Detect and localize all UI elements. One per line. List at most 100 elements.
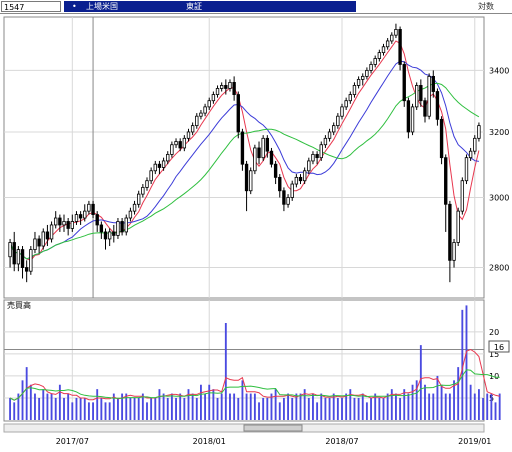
candle-body	[207, 100, 211, 108]
volume-average-lines	[9, 348, 500, 401]
candle-body	[153, 163, 157, 172]
candle-body	[116, 221, 120, 236]
candle-body	[286, 197, 290, 205]
candle-body	[340, 106, 344, 117]
x-tick-label: 2019/01	[458, 437, 491, 446]
candle-body	[195, 115, 199, 127]
candle-body	[107, 231, 112, 240]
candle-body	[149, 170, 153, 182]
candle-body	[269, 150, 274, 165]
candle-body	[62, 221, 66, 226]
price-y-tick-label: 3200	[489, 128, 509, 137]
candle-body	[24, 267, 29, 272]
x-tick-labels: 2017/07 2018/01 2018/07 2019/01	[56, 437, 492, 446]
candle-body	[33, 238, 37, 250]
candle-body	[365, 69, 369, 77]
candle-body	[282, 190, 286, 205]
candle-body	[132, 203, 137, 212]
candle-body	[460, 180, 465, 212]
code-field[interactable]: 1547	[1, 1, 61, 12]
price-y-tick-label: 3400	[489, 66, 509, 75]
issue-name-bar[interactable]: • 上場米国 東証	[64, 1, 356, 12]
candle-body	[410, 106, 415, 133]
candle-body	[66, 221, 70, 229]
candle-body	[58, 217, 62, 226]
candle-body	[352, 85, 357, 95]
candle-body	[294, 176, 299, 185]
candle-body	[348, 94, 352, 102]
candle-body	[435, 91, 440, 120]
candle-body	[278, 176, 282, 192]
market-name: 東証	[186, 2, 202, 11]
candle-body	[273, 163, 278, 178]
candle-body	[128, 210, 133, 219]
candle-body	[166, 154, 170, 162]
candle-body	[390, 34, 394, 42]
candle-body	[356, 78, 361, 86]
candle-body	[423, 100, 427, 117]
candle-body	[228, 82, 232, 89]
x-tick-label: 2018/01	[193, 437, 226, 446]
candle-body	[406, 100, 411, 133]
scale-toggle-button[interactable]: 対数	[478, 2, 494, 11]
candle-body	[232, 82, 236, 95]
volume-y-tick-label: 15	[489, 350, 499, 359]
candle-body	[29, 249, 33, 272]
candle-body	[302, 170, 307, 182]
candle-body	[344, 100, 348, 108]
title-bar: 1547 • 上場米国 東証 対数	[0, 0, 512, 14]
candle-body	[20, 249, 25, 268]
candle-body	[327, 131, 332, 139]
volume-current-marker: 16	[494, 343, 504, 352]
candle-body	[369, 64, 373, 71]
candle-body	[265, 137, 270, 152]
candle-body	[402, 64, 406, 102]
volume-y-tick-label: 20	[489, 328, 499, 337]
candle-body	[261, 137, 265, 159]
candle-body	[54, 217, 58, 226]
candle-body	[78, 214, 83, 219]
candle-body	[45, 231, 50, 240]
issue-name: 上場米国	[86, 2, 118, 11]
candle-body	[103, 231, 108, 240]
candle-body	[336, 115, 340, 127]
candle-body	[215, 88, 220, 95]
candle-body	[444, 157, 448, 205]
candle-body	[468, 150, 473, 159]
candle-body	[99, 224, 104, 233]
candle-body	[240, 131, 245, 165]
candle-body	[477, 125, 481, 139]
candle-body	[398, 29, 402, 65]
candle-body	[120, 221, 124, 233]
candle-body	[186, 131, 191, 139]
candle-body	[211, 94, 216, 102]
volume-current-marker-box	[488, 340, 510, 353]
candle-body	[307, 160, 311, 172]
candle-body	[203, 106, 207, 114]
candle-body	[95, 214, 99, 226]
candle-body	[224, 85, 228, 89]
price-y-tick-label: 2800	[489, 264, 509, 273]
candle-body	[87, 203, 91, 212]
candle-body	[199, 112, 203, 117]
candle-body	[448, 203, 452, 261]
scrollbar-thumb[interactable]	[243, 424, 303, 432]
candle-body	[137, 193, 141, 205]
candle-body	[49, 224, 54, 240]
candle-body	[456, 210, 460, 243]
candle-body	[332, 125, 336, 133]
candle-body	[253, 147, 257, 172]
candle-body	[419, 85, 423, 102]
candle-body	[8, 242, 12, 258]
candle-body	[174, 141, 178, 146]
candle-body	[249, 170, 253, 192]
candle-body	[315, 154, 319, 159]
code-value: 1547	[4, 3, 25, 12]
candle-body	[244, 163, 249, 192]
candle-body	[257, 147, 261, 159]
candle-body	[41, 231, 45, 247]
x-tick-label: 2017/07	[56, 437, 89, 446]
volume-ma-short-line	[9, 348, 500, 401]
candle-body	[141, 186, 145, 195]
